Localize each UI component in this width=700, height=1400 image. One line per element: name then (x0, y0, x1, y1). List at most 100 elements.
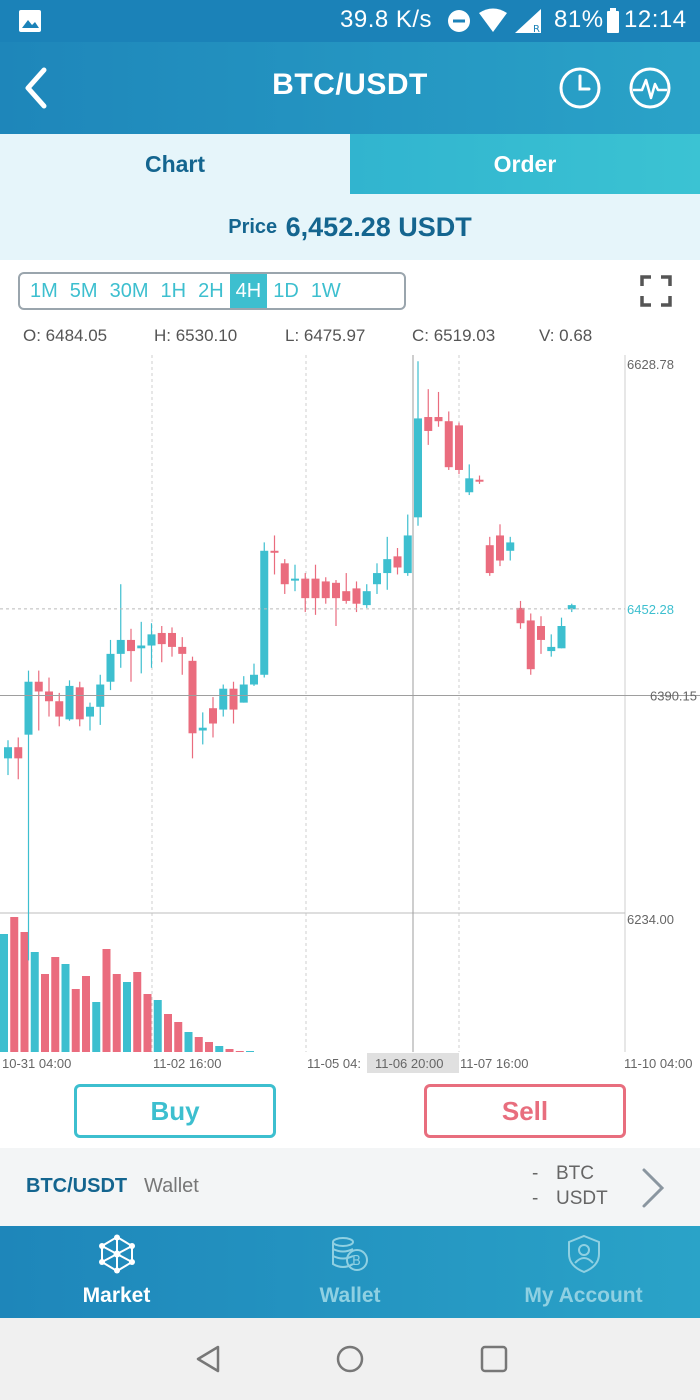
candle-body-21 (219, 688, 228, 710)
candle-body-55 (567, 605, 576, 610)
volume-bar-9 (92, 1002, 101, 1052)
tab-chart[interactable]: Chart (0, 134, 350, 194)
android-back-icon[interactable] (194, 1344, 224, 1374)
wallet-btc-amount: - (532, 1163, 539, 1184)
volume-bar-21 (215, 1046, 224, 1052)
android-recents-icon[interactable] (479, 1344, 509, 1374)
candle-body-38 (393, 556, 402, 568)
battery-icon (607, 8, 619, 33)
volume-bar-6 (61, 964, 70, 1052)
market-depth-icon[interactable] (628, 66, 672, 110)
interval-selector: 1M 5M 30M 1H 2H 4H 1D 1W (18, 272, 406, 310)
candle-body-5 (55, 701, 64, 717)
volume-bar-0 (0, 934, 8, 1052)
interval-1m[interactable]: 1M (30, 280, 58, 302)
sell-button[interactable]: Sell (424, 1084, 626, 1138)
candle-body-44 (455, 425, 463, 470)
volume-bar-22 (225, 1049, 234, 1052)
candle-body-30 (311, 578, 320, 599)
volume-bar-16 (164, 1014, 172, 1052)
ohlc-high: H: 6530.10 (154, 326, 238, 345)
signal-icon: R (515, 9, 541, 34)
candle-body-39 (403, 535, 412, 574)
candle-body-54 (557, 626, 566, 649)
candle-body-22 (229, 688, 238, 710)
fullscreen-icon[interactable] (640, 275, 672, 307)
candle-body-7 (75, 687, 84, 720)
candle-body-53 (547, 646, 556, 652)
candlestick-chart[interactable]: 6628.78 6452.28 6390.15 6234.00 10-31 04:00 1… (0, 355, 700, 1075)
app-header: BTC/USDT (0, 42, 700, 134)
candle-body-6 (65, 685, 74, 720)
volume-bars (0, 917, 254, 1052)
candle-body-12 (127, 639, 135, 652)
candle-body-34 (352, 588, 361, 604)
price-label-0: 6628.78 (627, 357, 674, 372)
candle-body-31 (321, 581, 330, 599)
interval-2h[interactable]: 2H (198, 280, 224, 302)
volume-bar-18 (184, 1032, 193, 1052)
candle-body-26 (270, 550, 279, 553)
volume-bar-11 (112, 974, 121, 1052)
network-icon (98, 1234, 135, 1274)
candle-body-24 (250, 674, 258, 685)
candle-body-0 (4, 747, 12, 759)
network-speed: 39.8 K/s (340, 6, 433, 33)
nav-wallet[interactable]: B Wallet (233, 1226, 467, 1318)
volume-bar-2 (20, 932, 29, 1052)
wallet-btc-label: BTC (556, 1163, 594, 1184)
status-bar: 39.8 K/s R 81% 12:14 (0, 0, 700, 42)
nav-market[interactable]: Market (0, 1226, 233, 1318)
time-label-3: 11-06 20:00 (375, 1056, 443, 1071)
volume-bar-14 (143, 994, 152, 1052)
wallet-summary[interactable]: BTC/USDT Wallet - BTC - USDT (0, 1148, 700, 1226)
buy-button[interactable]: Buy (74, 1084, 276, 1138)
candle-body-10 (106, 653, 115, 682)
volume-bar-10 (102, 949, 111, 1052)
interval-5m[interactable]: 5M (69, 280, 98, 302)
wallet-usdt-label: USDT (556, 1188, 608, 1209)
android-home-icon[interactable] (335, 1344, 365, 1374)
volume-bar-17 (174, 1022, 183, 1052)
android-nav-bar (0, 1318, 700, 1400)
nav-my-account-label: My Account (524, 1284, 643, 1307)
history-clock-icon[interactable] (558, 66, 602, 110)
shield-user-icon (567, 1234, 600, 1274)
wifi-icon (479, 8, 507, 32)
interval-1w[interactable]: 1W (310, 280, 341, 302)
candle-body-2 (24, 681, 33, 735)
price-label-1: 6452.28 (627, 602, 674, 617)
chart-overlays (0, 355, 700, 1052)
nav-wallet-label: Wallet (319, 1284, 381, 1307)
candle-body-52 (537, 626, 545, 640)
clock: 12:14 (624, 6, 687, 33)
time-label-2: 11-05 04: (307, 1056, 361, 1071)
volume-bar-1 (10, 917, 19, 1052)
volume-bar-20 (205, 1042, 213, 1052)
candle-body-46 (475, 479, 484, 482)
crosshair-time-box (367, 1053, 459, 1073)
wallet-label: Wallet (144, 1175, 199, 1197)
price-bar: Price 6,452.28 USDT (0, 194, 700, 260)
nav-my-account[interactable]: My Account (467, 1226, 700, 1318)
chevron-right-icon[interactable] (638, 1166, 668, 1210)
ohlc-close: C: 6519.03 (412, 326, 496, 345)
interval-30m[interactable]: 30M (109, 280, 149, 302)
time-label-5: 11-10 04:00 (624, 1056, 692, 1071)
candle-body-1 (14, 747, 23, 759)
candle-body-19 (198, 727, 207, 731)
ohlc-open: O: 6484.05 (23, 326, 108, 345)
candle-body-43 (444, 421, 453, 468)
interval-1d[interactable]: 1D (273, 280, 299, 302)
candle-body-20 (209, 708, 217, 724)
back-arrow-icon[interactable] (20, 66, 52, 110)
interval-1h[interactable]: 1H (160, 280, 187, 302)
wallet-btc-line: - BTC (532, 1163, 594, 1185)
coins-icon: B (332, 1237, 368, 1271)
time-label-4: 11-07 16:00 (460, 1056, 528, 1071)
volume-bar-12 (123, 982, 131, 1052)
candle-body-40 (414, 418, 422, 518)
interval-4h[interactable]: 4H (229, 274, 268, 308)
candle-body-4 (45, 691, 53, 702)
tab-order[interactable]: Order (350, 134, 700, 194)
